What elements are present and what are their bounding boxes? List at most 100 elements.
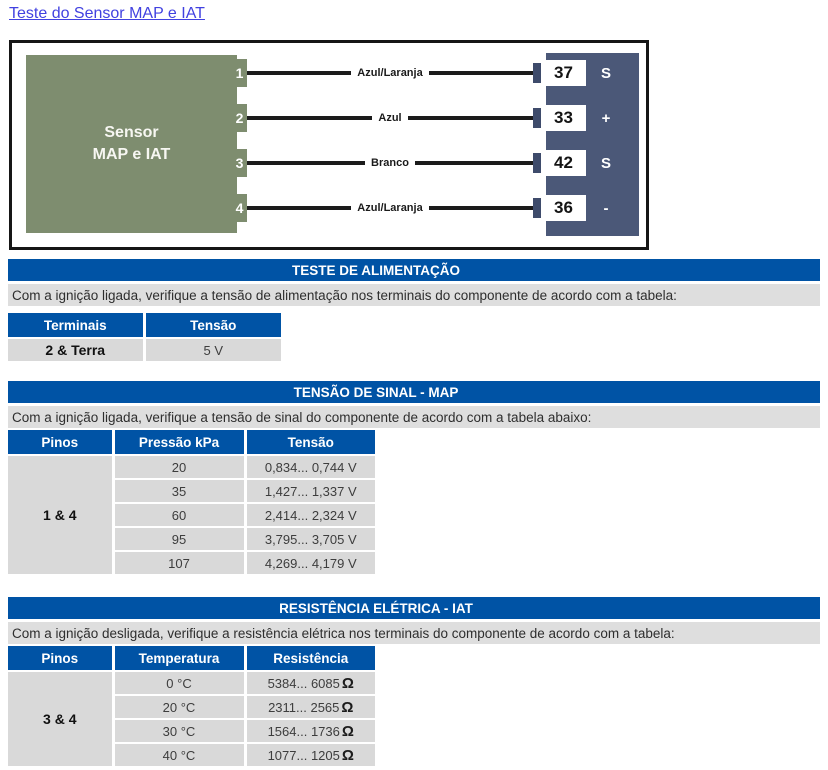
resistance-value: 1564... 1736 — [267, 723, 340, 739]
ohm-unit: Ω — [341, 674, 354, 692]
terminal-symbol: S — [600, 154, 611, 172]
cell-pins: 3 & 4 — [8, 670, 115, 766]
sensor-label-line1: Sensor — [104, 124, 159, 142]
ohm-unit: Ω — [341, 746, 354, 764]
wire-row-2: 2 Azul 33 + — [232, 104, 614, 132]
section-header-map-signal: TENSÃO DE SINAL - MAP — [8, 381, 820, 403]
table-row: 20 °C 2311... 2565 Ω — [8, 694, 375, 719]
ohm-unit: Ω — [341, 722, 354, 740]
wire-line — [407, 116, 534, 120]
pin-tab: 1 — [232, 59, 247, 87]
wire-row-4: 4 Azul/Laranja 36 - — [232, 194, 614, 222]
cell-voltage: 4,269... 4,179 V — [245, 550, 375, 574]
column-header-resistance: Resistência — [245, 646, 375, 671]
wire-color-label: Branco — [371, 157, 409, 169]
power-table: Terminais Tensão 2 & Terra 5 V — [8, 313, 281, 361]
iat-resistance-table: Pinos Temperatura Resistência 3 & 4 0 °C… — [8, 646, 375, 766]
pin-number: 4 — [235, 200, 244, 216]
section-description-map-signal: Com a ignição ligada, verifique a tensão… — [8, 406, 820, 428]
terminal-number-box: 33 — [541, 105, 587, 131]
cell-voltage: 5 V — [144, 337, 281, 361]
wire-line — [428, 71, 533, 75]
sensor-label-line2: MAP e IAT — [92, 146, 171, 163]
description-text: Com a ignição desligada, verifique a res… — [12, 625, 675, 641]
pin-number: 2 — [235, 110, 244, 126]
pin-tab: 2 — [232, 104, 247, 132]
cell-resistance: 1077... 1205 Ω — [245, 742, 375, 766]
wire-color-label: Azul/Laranja — [357, 67, 423, 79]
resistance-value: 2311... 2565 — [268, 699, 340, 715]
pin-tab: 3 — [232, 149, 247, 177]
table-row: 60 2,414... 2,324 V — [8, 502, 375, 527]
table-header-row: Pinos Temperatura Resistência — [8, 646, 375, 671]
table-row: 40 °C 1077... 1205 Ω — [8, 742, 375, 766]
column-header-pins: Pinos — [8, 646, 115, 671]
pin-number: 1 — [235, 65, 244, 81]
resistance-value: 5384... 6085 — [267, 675, 340, 691]
table-header-row: Pinos Pressão kPa Tensão — [8, 430, 375, 455]
wire-line — [428, 206, 533, 210]
wire-row-1: 1 Azul/Laranja 37 S — [232, 59, 614, 87]
terminal-symbol: + — [601, 109, 611, 127]
cell-terminals: 2 & Terra — [8, 337, 146, 361]
wire-line — [247, 116, 373, 120]
column-header-terminals: Terminais — [8, 313, 146, 338]
sensor-box: Sensor MAP e IAT — [26, 55, 237, 233]
section-title: TENSÃO DE SINAL - MAP — [293, 384, 459, 400]
column-header-temperature: Temperatura — [113, 646, 247, 671]
section-title: RESISTÊNCIA ELÉTRICA - IAT — [279, 600, 473, 616]
table-header-row: Terminais Tensão — [8, 313, 281, 338]
cell-temperature: 40 °C — [113, 742, 247, 766]
table-row: 30 °C 1564... 1736 Ω — [8, 718, 375, 743]
table-row: 1 & 4 20 0,834... 0,744 V — [8, 454, 375, 574]
wire-color-label: Azul/Laranja — [357, 202, 423, 214]
terminal-number-box: 42 — [541, 150, 586, 176]
wire-line — [247, 206, 352, 210]
section-description-iat-resistance: Com a ignição desligada, verifique a res… — [8, 622, 820, 644]
cell-pressure: 95 — [113, 526, 247, 551]
cell-pressure: 35 — [113, 478, 247, 503]
table-row: 107 4,269... 4,179 V — [8, 550, 375, 574]
wire-line — [247, 161, 366, 165]
wire-line — [414, 161, 533, 165]
wire-row-3: 3 Branco 42 S — [232, 149, 614, 177]
table-row: 2 & Terra 5 V — [8, 337, 281, 361]
table-row: 95 3,795... 3,705 V — [8, 526, 375, 551]
section-description-power: Com a ignição ligada, verifique a tensão… — [8, 284, 820, 306]
pin-tab: 4 — [232, 194, 247, 222]
wiring-diagram: Sensor MAP e IAT 1 Azul/Laranja 37 S 2 A… — [9, 40, 649, 250]
cell-pins: 1 & 4 — [8, 454, 115, 574]
column-header-voltage: Tensão — [245, 430, 375, 455]
terminal-number-box: 36 — [541, 195, 586, 221]
pin-number: 3 — [235, 155, 244, 171]
description-text: Com a ignição ligada, verifique a tensão… — [12, 409, 592, 425]
section-header-power: TESTE DE ALIMENTAÇÃO — [8, 259, 820, 281]
terminal-symbol: - — [603, 199, 609, 217]
cell-pressure: 107 — [113, 550, 247, 574]
terminal-number-box: 37 — [541, 60, 586, 86]
cell-resistance: 2311... 2565 Ω — [245, 694, 375, 719]
column-header-voltage: Tensão — [144, 313, 281, 338]
ohm-unit: Ω — [341, 698, 354, 716]
terminal-symbol: S — [600, 64, 611, 82]
cell-voltage: 0,834... 0,744 V — [245, 454, 375, 479]
section-title: TESTE DE ALIMENTAÇÃO — [292, 262, 460, 278]
cell-voltage: 1,427... 1,337 V — [245, 478, 375, 503]
column-header-pins: Pinos — [8, 430, 115, 455]
cell-temperature: 20 °C — [113, 694, 247, 719]
table-row: 35 1,427... 1,337 V — [8, 478, 375, 503]
map-signal-table: Pinos Pressão kPa Tensão 1 & 4 20 0,834.… — [8, 430, 375, 574]
cell-resistance: 1564... 1736 Ω — [245, 718, 375, 743]
title-link[interactable]: Teste do Sensor MAP e IAT — [9, 5, 205, 22]
section-header-iat-resistance: RESISTÊNCIA ELÉTRICA - IAT — [8, 597, 820, 619]
cell-temperature: 30 °C — [113, 718, 247, 743]
wire-color-label: Azul — [378, 112, 402, 124]
column-header-pressure: Pressão kPa — [113, 430, 247, 455]
resistance-value: 1077... 1205 — [267, 747, 340, 763]
description-text: Com a ignição ligada, verifique a tensão… — [12, 287, 677, 303]
cell-pressure: 20 — [113, 454, 247, 479]
table-row: 3 & 4 0 °C 5384... 6085 Ω — [8, 670, 375, 766]
cell-voltage: 3,795... 3,705 V — [245, 526, 375, 551]
cell-voltage: 2,414... 2,324 V — [245, 502, 375, 527]
cell-resistance: 5384... 6085 Ω — [245, 670, 375, 695]
